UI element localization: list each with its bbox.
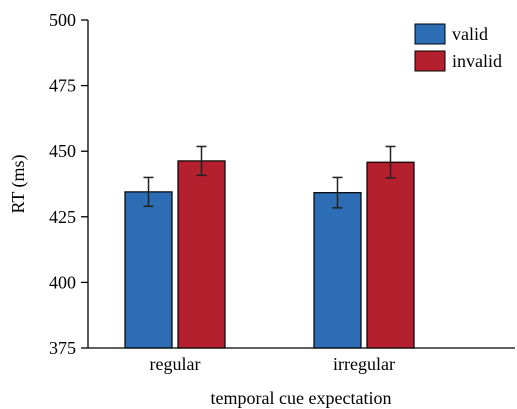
x-axis: regular irregular [88, 347, 515, 374]
bar-valid-regular [124, 191, 173, 349]
bar-invalid-irregular [366, 161, 415, 349]
y-tick-label: 450 [49, 141, 76, 161]
y-tick-label: 400 [49, 272, 76, 292]
y-tick-label: 425 [49, 207, 76, 227]
x-tick-label: irregular [333, 354, 395, 374]
legend-swatch-invalid [414, 50, 446, 72]
y-tick-label: 500 [49, 10, 76, 30]
legend-swatch-valid [414, 23, 446, 45]
x-tick-label: regular [150, 354, 201, 374]
x-axis-title: temporal cue expectation [211, 388, 392, 408]
error-bars [143, 145, 396, 209]
legend-label-valid: valid [452, 24, 488, 44]
y-tick-label: 375 [49, 338, 76, 358]
bars [124, 160, 415, 349]
y-axis-title: RT (ms) [8, 154, 29, 213]
legend-label-invalid: invalid [452, 51, 502, 71]
bar-invalid-regular [177, 160, 226, 349]
legend: valid invalid [414, 23, 502, 72]
y-tick-label: 475 [49, 76, 76, 96]
y-axis: 375 400 425 450 475 500 [49, 10, 89, 358]
bar-valid-irregular [313, 192, 362, 349]
